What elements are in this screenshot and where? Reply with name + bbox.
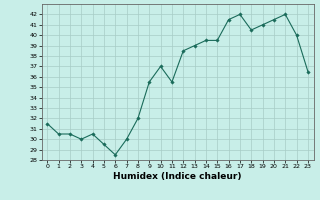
X-axis label: Humidex (Indice chaleur): Humidex (Indice chaleur) [113, 172, 242, 181]
